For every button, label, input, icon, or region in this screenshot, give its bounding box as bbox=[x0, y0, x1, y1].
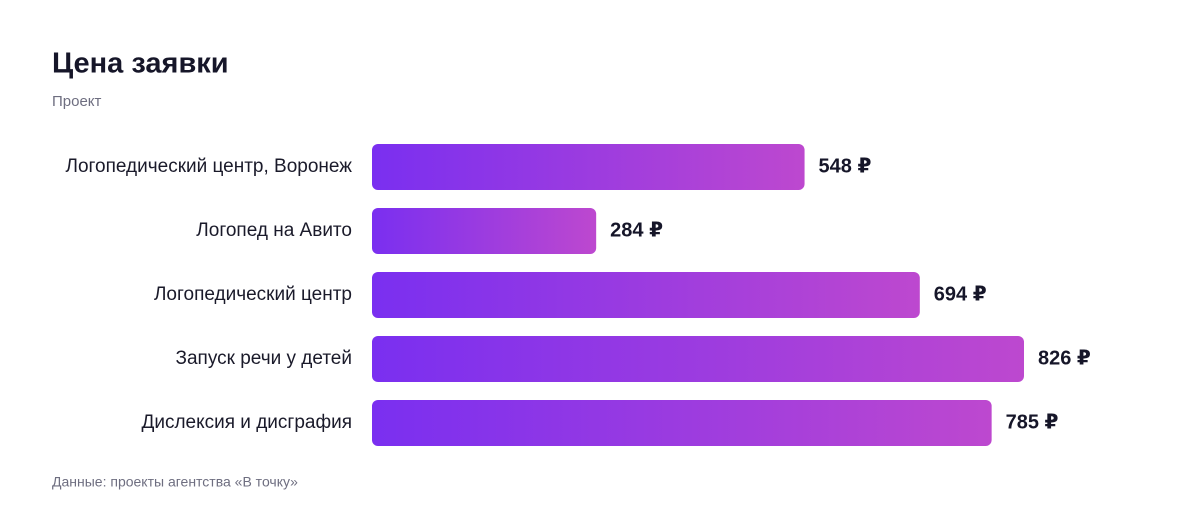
chart-title: Цена заявки bbox=[52, 48, 229, 80]
bar bbox=[372, 336, 1024, 382]
value-label: 548 ₽ bbox=[819, 155, 872, 177]
chart-subtitle: Проект bbox=[52, 93, 102, 110]
category-label: Логопедический центр, Воронеж bbox=[65, 156, 352, 177]
category-label: Логопедический центр bbox=[154, 284, 352, 305]
bar bbox=[372, 144, 805, 190]
bar bbox=[372, 400, 992, 446]
value-label: 694 ₽ bbox=[934, 283, 987, 305]
value-label: 826 ₽ bbox=[1038, 347, 1091, 369]
category-label: Запуск речи у детей bbox=[176, 348, 352, 369]
bar bbox=[372, 208, 597, 254]
source-note: Данные: проекты агентства «В точку» bbox=[52, 474, 298, 490]
value-label: 284 ₽ bbox=[610, 219, 663, 241]
bar bbox=[372, 272, 920, 318]
category-label: Логопед на Авито bbox=[196, 220, 352, 241]
value-label: 785 ₽ bbox=[1006, 411, 1059, 433]
category-label: Дислексия и дисграфия bbox=[141, 412, 352, 433]
